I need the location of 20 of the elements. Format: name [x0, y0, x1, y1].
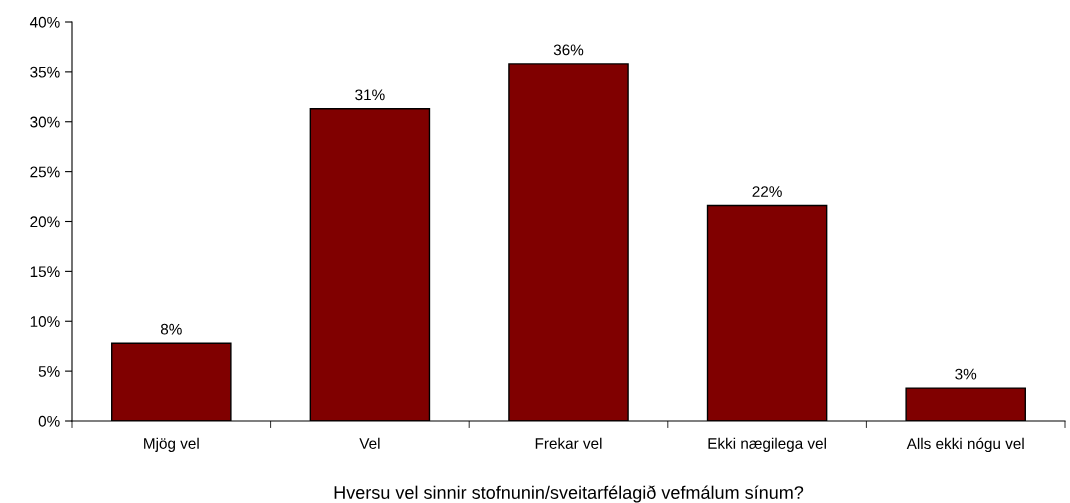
y-tick-label: 10%	[30, 316, 60, 327]
x-tick-label: Mjög vel	[144, 437, 199, 452]
y-tick-label: 15%	[30, 266, 60, 278]
data-label: 31%	[355, 89, 385, 101]
y-tick-label: 20%	[30, 216, 60, 228]
x-tick-label: Alls ekki nógu vel	[906, 437, 1024, 453]
x-tick-label: Ekki nægilega vel	[708, 437, 826, 452]
data-label: 36%	[553, 44, 584, 56]
y-tick-label: 5%	[38, 366, 60, 377]
y-tick-label: 35%	[30, 66, 60, 78]
y-tick-label: 0%	[38, 415, 60, 427]
data-label: 22%	[752, 186, 782, 197]
data-label: 3%	[955, 368, 977, 380]
x-tick-label: Frekar vel	[535, 437, 602, 449]
x-tick-label: Vel	[359, 437, 380, 449]
data-label: 8%	[160, 323, 182, 335]
x-axis-title: Hversu vel sinnir stofnunin/sveitarfélagið vefmálum sínum?	[334, 485, 804, 503]
y-tick-label: 25%	[30, 166, 60, 178]
y-tick-label: 30%	[30, 116, 60, 128]
y-tick-label: 40%	[29, 16, 60, 28]
